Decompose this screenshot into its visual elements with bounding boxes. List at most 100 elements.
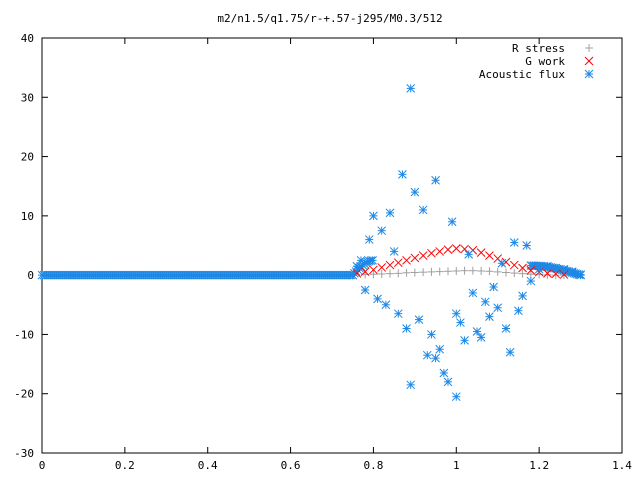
acoustic-flux-point bbox=[402, 324, 411, 333]
g-work-point bbox=[402, 255, 411, 265]
acoustic-flux-point bbox=[398, 170, 407, 179]
acoustic-flux-point bbox=[451, 309, 461, 319]
g-work-point bbox=[476, 248, 486, 257]
r-stress-point bbox=[460, 266, 469, 275]
acoustic-flux-point bbox=[364, 235, 374, 244]
acoustic-flux-point bbox=[501, 324, 511, 333]
x-tick-label: 0.4 bbox=[198, 459, 218, 472]
acoustic-flux-point bbox=[534, 264, 544, 274]
acoustic-flux-point bbox=[373, 294, 382, 304]
series-acoustic-flux bbox=[348, 84, 585, 402]
acoustic-flux-point bbox=[410, 187, 420, 197]
x-tick-label: 1.4 bbox=[612, 459, 632, 472]
r-stress-point bbox=[402, 268, 411, 277]
acoustic-flux-point bbox=[443, 377, 453, 387]
acoustic-flux-point bbox=[505, 347, 515, 357]
acoustic-flux-point bbox=[393, 309, 403, 319]
legend-label: R stress bbox=[512, 42, 565, 55]
y-tick-label: -30 bbox=[14, 447, 34, 460]
r-stress-point bbox=[386, 269, 394, 278]
g-work-point bbox=[360, 267, 370, 276]
acoustic-flux-baseline bbox=[37, 255, 585, 280]
x-tick-label: 1.2 bbox=[529, 459, 549, 472]
r-stress-point bbox=[435, 267, 444, 276]
series-g-work bbox=[352, 244, 569, 279]
y-tick-label: 40 bbox=[21, 32, 34, 45]
legend-label: G work bbox=[525, 55, 565, 68]
g-work-point bbox=[435, 247, 445, 256]
acoustic-flux-point bbox=[368, 255, 377, 265]
g-work-point bbox=[460, 244, 469, 254]
acoustic-flux-point bbox=[518, 291, 527, 301]
acoustic-flux-point bbox=[480, 297, 490, 307]
g-work-point bbox=[526, 266, 536, 275]
series-layer bbox=[37, 84, 585, 402]
r-stress-point bbox=[526, 270, 535, 279]
acoustic-flux-point bbox=[456, 318, 465, 327]
acoustic-flux-point bbox=[493, 303, 503, 313]
acoustic-flux-point bbox=[385, 208, 395, 218]
acoustic-flux-point bbox=[422, 350, 432, 360]
acoustic-flux-point bbox=[489, 282, 498, 292]
g-work-point bbox=[443, 245, 453, 255]
acoustic-flux-point bbox=[381, 300, 391, 310]
g-work-point bbox=[451, 244, 461, 253]
x-tick-label: 0.2 bbox=[115, 459, 135, 472]
acoustic-flux-point bbox=[377, 226, 387, 236]
x-tick-label: 0 bbox=[39, 459, 46, 472]
acoustic-flux-point bbox=[348, 270, 358, 280]
acoustic-flux-point bbox=[551, 263, 561, 273]
acoustic-flux-point bbox=[509, 238, 519, 247]
g-work-point bbox=[509, 260, 519, 270]
r-stress-point bbox=[510, 269, 519, 278]
g-work-point bbox=[543, 269, 552, 278]
series-r-stress bbox=[361, 266, 568, 280]
acoustic-flux-point bbox=[451, 392, 461, 402]
acoustic-flux-point bbox=[514, 306, 523, 316]
legend-label: Acoustic flux bbox=[479, 68, 565, 81]
acoustic-flux-point bbox=[468, 288, 478, 298]
acoustic-flux-point bbox=[356, 255, 366, 265]
x-tick-label: 0.8 bbox=[363, 459, 383, 472]
acoustic-flux-point bbox=[439, 368, 449, 378]
acoustic-flux-point bbox=[435, 344, 445, 354]
acoustic-flux-point bbox=[476, 333, 486, 342]
acoustic-flux-point bbox=[497, 258, 507, 268]
g-work-point bbox=[393, 258, 403, 268]
chart-title: m2/n1.5/q1.75/r-+.57-j295/M0.3/512 bbox=[217, 12, 442, 25]
r-stress-point bbox=[444, 267, 452, 276]
acoustic-flux-point bbox=[460, 336, 469, 345]
acoustic-flux-point bbox=[406, 380, 416, 390]
acoustic-flux-point bbox=[418, 205, 428, 215]
plot-frame bbox=[41, 37, 623, 454]
acoustic-flux-point bbox=[447, 217, 457, 227]
y-tick-label: 30 bbox=[21, 91, 34, 104]
acoustic-flux-point bbox=[406, 84, 416, 93]
axes: 0 0.2 0.4 0.6 0.8 1 1.2 1.4 -30 -20 -10 0 10 20 30 40 bbox=[14, 32, 632, 472]
acoustic-flux-point bbox=[526, 276, 536, 286]
acoustic-flux-point bbox=[559, 264, 569, 274]
acoustic-flux-point bbox=[369, 211, 378, 221]
g-work-point bbox=[385, 260, 395, 270]
acoustic-flux-point bbox=[414, 315, 424, 324]
r-stress-point bbox=[394, 269, 403, 278]
r-stress-point bbox=[551, 271, 560, 280]
g-work-point bbox=[485, 251, 494, 260]
y-tick-label: 0 bbox=[27, 269, 34, 282]
legend-marker bbox=[584, 56, 594, 66]
r-stress-point bbox=[369, 270, 378, 279]
acoustic-flux-point bbox=[431, 353, 440, 363]
acoustic-flux-point bbox=[427, 330, 436, 339]
r-stress-point bbox=[543, 270, 552, 279]
r-stress-point bbox=[427, 267, 436, 276]
y-tick-label: 20 bbox=[21, 151, 34, 164]
r-stress-point bbox=[485, 267, 494, 276]
acoustic-flux-point bbox=[576, 270, 585, 279]
g-work-point bbox=[427, 248, 436, 258]
y-tick-label: -10 bbox=[14, 328, 34, 341]
r-stress-point bbox=[518, 269, 527, 278]
acoustic-flux-point bbox=[360, 285, 370, 295]
r-stress-point bbox=[502, 268, 510, 277]
legend-marker bbox=[584, 69, 594, 79]
